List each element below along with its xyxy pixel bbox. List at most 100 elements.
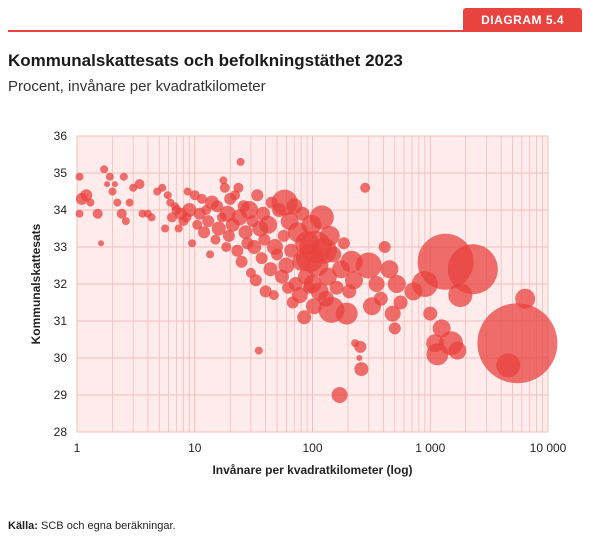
y-tick-label: 30: [54, 351, 68, 365]
bubble-point: [251, 189, 264, 202]
bubble-point: [80, 189, 93, 202]
chart-subtitle: Procent, invånare per kvadratkilometer: [8, 78, 266, 95]
bubble-point: [515, 288, 536, 309]
bubble-point: [161, 224, 170, 233]
bubble-point: [108, 187, 117, 196]
bubble-point: [378, 241, 391, 253]
bubble-point: [423, 306, 438, 321]
bubble-point: [125, 198, 134, 207]
bubble-point: [355, 252, 382, 279]
bubble-point: [235, 255, 248, 268]
bubble-point: [134, 179, 145, 190]
bubble-point: [121, 217, 130, 226]
bubble-point: [116, 208, 127, 219]
bubble-point: [255, 252, 268, 265]
bubble-point: [236, 157, 245, 166]
bubble-point: [219, 182, 230, 193]
y-tick-label: 29: [54, 388, 68, 402]
bubble-point: [360, 182, 371, 193]
bubble-point: [448, 341, 467, 360]
bubble-point: [211, 200, 224, 213]
bubble-point: [278, 257, 295, 274]
bubble-point: [254, 346, 263, 355]
y-tick-label: 31: [54, 314, 68, 328]
y-tick-label: 36: [54, 129, 68, 143]
bubble-point: [258, 233, 271, 246]
bubble-point: [329, 280, 344, 295]
bubble-point: [325, 246, 342, 263]
bubble-point: [380, 260, 399, 279]
bubble-point: [373, 291, 388, 306]
bubble-point: [368, 276, 385, 292]
y-tick-label: 28: [54, 425, 68, 439]
x-axis-ticks: 1 10 100 1 000 10 000: [74, 441, 567, 455]
bubble-point: [477, 303, 558, 384]
bubble-point: [259, 215, 278, 234]
bubble-point: [249, 274, 262, 287]
bubble-point: [183, 187, 192, 196]
x-tick-label: 1 000: [415, 441, 445, 455]
y-tick-label: 34: [54, 203, 68, 217]
bubble-point: [166, 212, 177, 223]
bubble-point: [111, 181, 118, 188]
bubble-point: [337, 237, 350, 250]
y-tick-label: 35: [54, 166, 68, 180]
bubble-point: [309, 205, 334, 230]
bubble-point: [306, 298, 323, 315]
bubble-point: [86, 198, 95, 207]
x-tick-label: 10 000: [530, 441, 567, 455]
bubble-point: [163, 191, 172, 200]
bubble-point: [319, 225, 340, 246]
bubble-point: [344, 271, 363, 290]
bubble-point: [356, 355, 363, 361]
y-axis-title: Kommunalskattesats: [29, 223, 43, 344]
chart-title: Kommunalskattesats och befolkningstäthet…: [8, 51, 403, 70]
bubble-point: [291, 287, 308, 304]
bubble-point: [354, 362, 369, 377]
bubble-point: [147, 213, 156, 222]
bubble-point: [158, 183, 167, 192]
bubble-point: [174, 224, 183, 233]
bubble-point: [119, 172, 128, 181]
header-rule: [8, 30, 582, 32]
bubble-point: [198, 226, 211, 239]
bubble-point: [354, 340, 367, 353]
bubble-point: [206, 250, 215, 259]
bubble-point: [196, 193, 207, 204]
y-tick-label: 32: [54, 277, 68, 291]
bubble-point: [98, 240, 105, 247]
bubble-point: [331, 387, 348, 403]
bubble-point: [221, 242, 232, 252]
bubble-point: [247, 240, 262, 254]
bubble-point: [210, 234, 221, 245]
bubble-point: [182, 203, 197, 217]
bubble-point: [113, 198, 122, 207]
bubble-point: [92, 208, 103, 219]
y-tick-label: 33: [54, 240, 68, 254]
bubble-point: [219, 176, 228, 185]
bubble-point: [284, 243, 299, 258]
bubble-point: [104, 181, 111, 188]
bubble-point: [231, 244, 244, 257]
bubble-point: [335, 302, 358, 325]
x-tick-label: 10: [188, 441, 202, 455]
bubble-point: [387, 275, 406, 293]
bubble-point: [384, 305, 401, 322]
bubble-point: [263, 262, 278, 277]
diagram-number-badge: DIAGRAM 5.4: [463, 8, 582, 32]
bubble-point: [100, 165, 109, 174]
bubble-point: [271, 248, 284, 261]
bubble-point: [240, 201, 259, 219]
bubble-point: [188, 239, 197, 248]
bubble-point: [233, 182, 244, 193]
bubble-point: [393, 295, 408, 310]
bubble-point: [268, 290, 279, 301]
source-label: Källa:: [8, 520, 38, 532]
bubble-point: [318, 267, 337, 286]
bubble-point: [202, 215, 215, 228]
bubble-point: [222, 229, 235, 242]
source-note: Källa: SCB och egna beräkningar.: [8, 520, 176, 532]
bubble-point: [297, 310, 312, 325]
bubble-point: [388, 322, 401, 335]
source-text: SCB och egna beräkningar.: [41, 520, 176, 532]
